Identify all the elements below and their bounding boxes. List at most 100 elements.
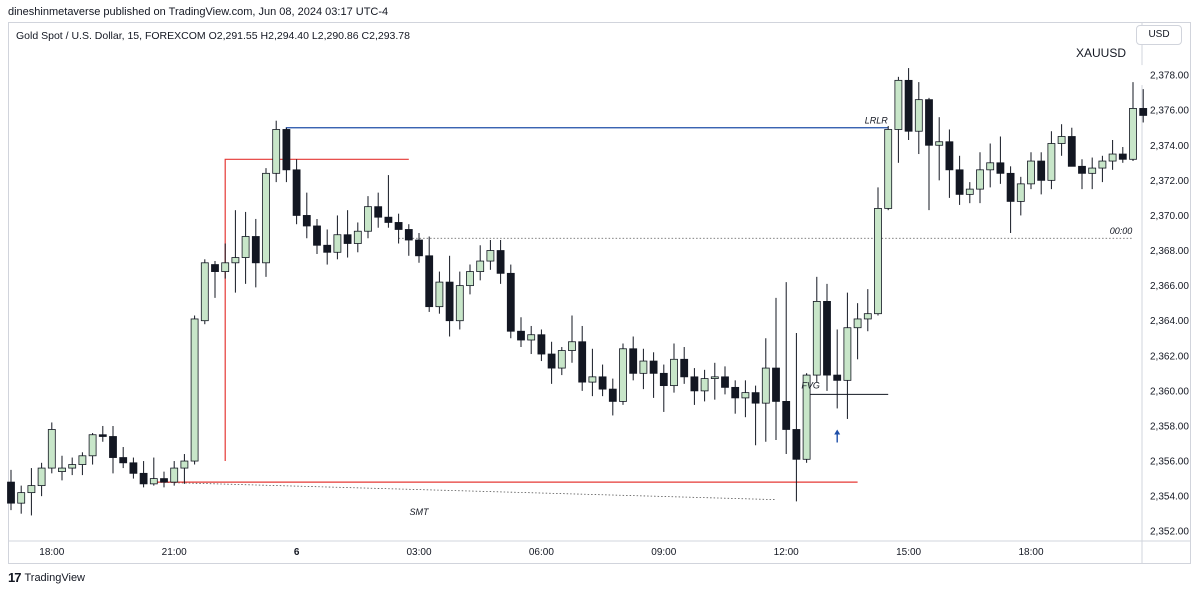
candle-body: [874, 208, 882, 315]
candle-body: [690, 376, 699, 392]
candle: [170, 461, 179, 486]
candle: [58, 455, 66, 481]
candle: [853, 303, 862, 360]
candle: [925, 97, 933, 211]
candle: [680, 347, 689, 384]
candle-body: [843, 327, 852, 381]
candle: [78, 452, 87, 476]
candle-body: [772, 367, 780, 402]
candle: [884, 125, 893, 211]
candle: [874, 187, 882, 316]
candle-body: [292, 169, 301, 216]
candle: [619, 343, 627, 405]
tradingview-brand[interactable]: 17 TradingView: [8, 570, 85, 585]
candle-body: [486, 250, 495, 262]
candle: [323, 229, 332, 265]
last-price-marker: [1140, 65, 1144, 86]
x-tick-label: 06:00: [529, 547, 554, 558]
candle-body: [353, 230, 362, 244]
candle: [98, 425, 107, 442]
candle: [251, 218, 260, 288]
candle-body: [792, 429, 801, 460]
candle: [221, 243, 230, 279]
candle: [506, 264, 515, 339]
smt-label: SMT: [410, 507, 431, 517]
candle: [476, 245, 485, 281]
candle: [598, 364, 607, 397]
axes: 2,352.00 2,354.00 2,356.00 2,358.00 2,360.00…: [9, 23, 1190, 563]
candle: [568, 315, 576, 363]
y-tick-label: 2,376.00: [1150, 106, 1189, 117]
candle-body: [425, 255, 434, 308]
candle-body: [496, 250, 505, 274]
candle: [547, 341, 556, 384]
candle: [670, 343, 678, 393]
candle: [761, 338, 770, 442]
x-tick-label: 09:00: [651, 547, 676, 558]
candle: [7, 469, 15, 511]
candle: [139, 461, 148, 488]
candle: [149, 457, 158, 486]
candle: [1078, 159, 1086, 190]
symbol-label: XAUUSD: [1076, 46, 1127, 60]
candle: [894, 76, 903, 163]
candle-body: [996, 162, 1005, 174]
candle: [955, 155, 964, 205]
y-tick-label: 2,374.00: [1150, 141, 1189, 152]
candle-body: [894, 79, 903, 130]
candle-body: [180, 460, 189, 469]
candle: [1027, 152, 1035, 190]
candle-body: [129, 462, 138, 474]
x-tick-label: 18:00: [1018, 547, 1043, 558]
candle: [313, 218, 321, 255]
candle: [262, 168, 270, 277]
candle: [608, 378, 617, 416]
candle: [935, 117, 944, 181]
candle: [333, 215, 342, 260]
y-tick-label: 2,358.00: [1150, 421, 1189, 432]
candle-body: [700, 378, 709, 392]
candles: [7, 68, 1148, 516]
candle-body: [221, 262, 230, 272]
y-tick-label: 2,360.00: [1150, 386, 1189, 397]
candle: [639, 348, 648, 390]
candle-body: [241, 236, 250, 258]
annotation-labels: LRLR FVG SMT 00:00: [410, 116, 1133, 517]
candle-body: [976, 169, 984, 190]
candle: [721, 366, 729, 395]
candle: [1108, 140, 1117, 170]
candle-body: [139, 472, 148, 485]
candle-body: [680, 358, 689, 378]
currency-button[interactable]: USD: [1136, 25, 1182, 45]
candle: [435, 271, 444, 314]
candle: [109, 425, 117, 474]
smt-line: [153, 481, 777, 501]
candle-body: [1006, 172, 1015, 202]
annotations: [153, 127, 1133, 501]
candle-body: [721, 376, 729, 388]
candle-body: [364, 206, 372, 232]
candle-body: [1047, 143, 1056, 181]
up-arrow-head-icon: [834, 429, 841, 435]
candle: [47, 422, 56, 474]
y-tick-label: 2,370.00: [1150, 211, 1189, 222]
x-tick-label: 12:00: [774, 547, 799, 558]
fvg-label: FVG: [801, 380, 820, 390]
candle: [282, 127, 291, 183]
candle-body: [262, 172, 270, 264]
candle: [445, 255, 454, 337]
candle-body: [27, 485, 36, 494]
candle: [731, 380, 740, 414]
candle-body: [1037, 160, 1046, 181]
candle: [1067, 127, 1076, 167]
candle-body: [78, 455, 87, 465]
candle-body: [415, 239, 423, 257]
candle-body: [863, 313, 872, 320]
candle: [904, 68, 913, 140]
candle-body: [160, 478, 168, 483]
candle: [68, 457, 77, 476]
candle: [741, 380, 750, 418]
candle: [160, 471, 168, 488]
candle: [690, 368, 699, 405]
